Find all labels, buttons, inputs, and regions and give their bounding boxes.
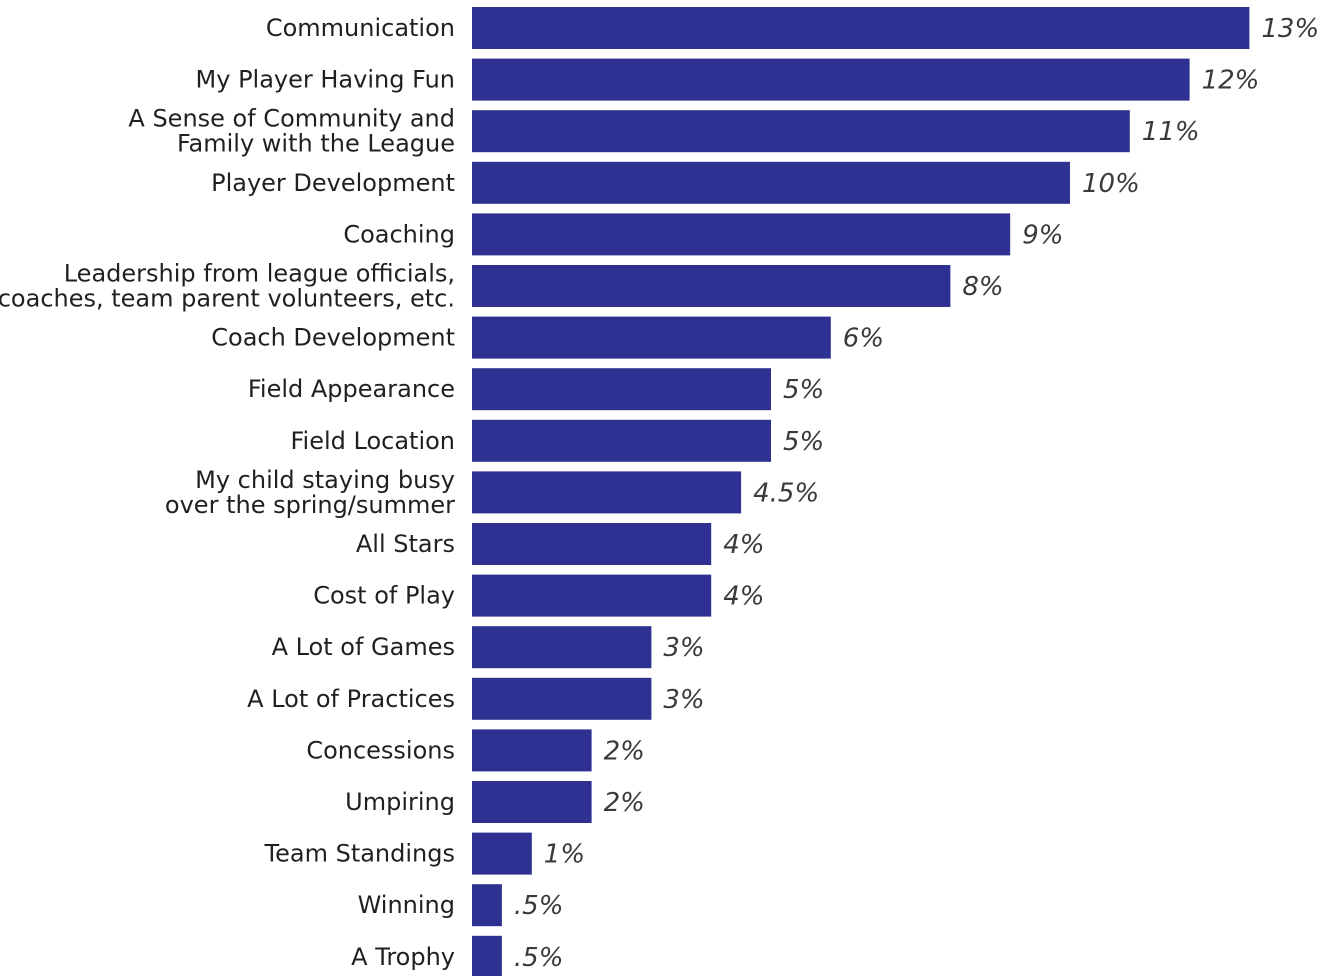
value-label: 9% [1022, 220, 1063, 250]
category-label: over the spring/summer [165, 491, 455, 519]
value-label: 3% [663, 633, 704, 663]
bar [472, 58, 1190, 101]
value-label: 4.5% [753, 478, 819, 508]
value-label: .5% [514, 891, 564, 921]
category-label: A Lot of Games [272, 633, 455, 661]
bar [472, 574, 712, 617]
category-label: coaches, team parent volunteers, etc. [0, 285, 455, 313]
category-label: Cost of Play [313, 582, 455, 610]
value-label: 11% [1142, 117, 1200, 147]
bar [472, 265, 951, 307]
category-label: A Sense of Community and [128, 105, 455, 133]
category-label: Field Location [290, 427, 455, 455]
category-label: Coaching [343, 220, 455, 248]
value-label: 4% [723, 582, 764, 612]
bar [472, 419, 771, 462]
category-label: Field Appearance [248, 375, 455, 403]
category-label: All Stars [356, 530, 455, 558]
bar [472, 110, 1130, 153]
category-label: A Trophy [351, 943, 455, 971]
bar [472, 523, 712, 565]
value-label: 2% [604, 736, 645, 766]
value-label: 2% [604, 788, 645, 818]
value-label: 3% [663, 685, 704, 715]
value-label: 5% [783, 427, 824, 457]
value-label: 6% [843, 324, 884, 354]
bar [472, 781, 592, 823]
category-label: Umpiring [345, 788, 455, 816]
bar [472, 884, 502, 927]
bar [472, 471, 742, 514]
category-label: Leadership from league officials, [64, 260, 455, 288]
value-label: 12% [1202, 66, 1260, 96]
category-label: Family with the League [177, 130, 455, 158]
category-label: Winning [358, 891, 455, 919]
value-label: 13% [1261, 14, 1319, 44]
category-label: My Player Having Fun [196, 66, 455, 94]
value-label: 4% [723, 530, 764, 560]
category-label: Player Development [211, 169, 455, 197]
category-label: Coach Development [211, 324, 455, 352]
bar [472, 677, 652, 720]
category-label: Team Standings [264, 840, 455, 868]
bar [472, 832, 532, 875]
bar [472, 161, 1070, 204]
bar [472, 729, 592, 772]
bar [472, 316, 831, 359]
value-label: 1% [544, 840, 585, 870]
value-label: .5% [514, 943, 564, 973]
bar [472, 7, 1250, 49]
category-label: A Lot of Practices [247, 685, 455, 713]
value-label: 10% [1082, 169, 1140, 199]
bar [472, 626, 652, 669]
value-label: 8% [962, 272, 1003, 302]
value-label: 5% [783, 375, 824, 405]
category-label: Communication [266, 14, 455, 42]
category-label: My child staying busy [195, 466, 455, 494]
bar [472, 935, 502, 976]
bar [472, 368, 771, 411]
bar [472, 213, 1011, 256]
category-label: Concessions [306, 736, 455, 764]
